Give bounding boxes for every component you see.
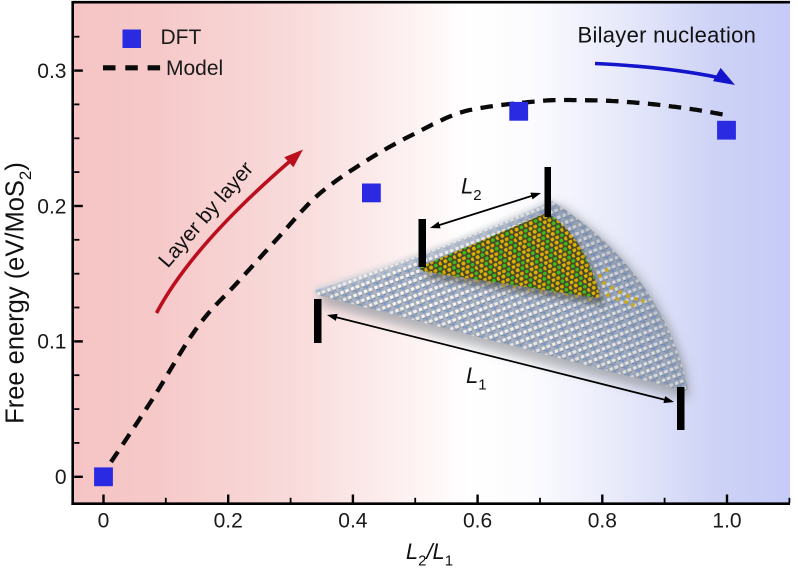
- svg-text:0.2: 0.2: [37, 195, 66, 218]
- svg-text:0.4: 0.4: [338, 510, 368, 533]
- svg-text:DFT: DFT: [161, 26, 202, 49]
- svg-text:0: 0: [55, 466, 67, 489]
- svg-text:0: 0: [98, 510, 110, 533]
- svg-text:0.1: 0.1: [37, 331, 66, 354]
- svg-text:0.8: 0.8: [588, 510, 617, 533]
- svg-text:0.6: 0.6: [463, 510, 492, 533]
- svg-text:0.3: 0.3: [37, 60, 66, 83]
- svg-text:Model: Model: [166, 57, 223, 80]
- svg-text:Free energy (eV/MoS2): Free energy (eV/MoS2): [2, 162, 36, 424]
- svg-text:1.0: 1.0: [712, 510, 741, 533]
- svg-text:Bilayer nucleation: Bilayer nucleation: [578, 22, 757, 47]
- svg-text:0.2: 0.2: [214, 510, 243, 533]
